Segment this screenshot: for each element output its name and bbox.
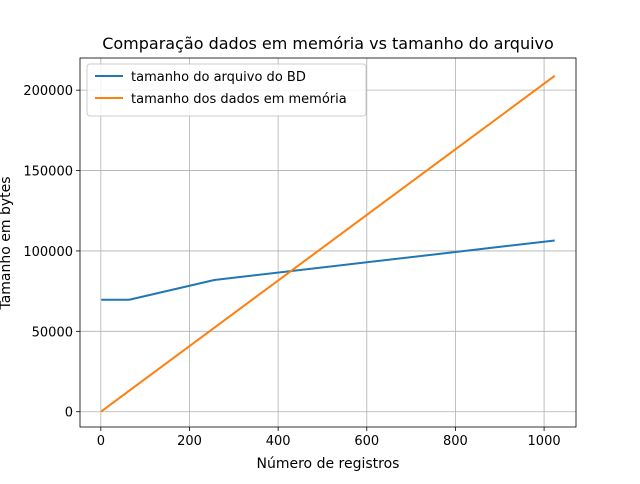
chart-title: Comparação dados em memória vs tamanho d… <box>102 34 554 53</box>
x-axis-label: Número de registros <box>257 456 400 472</box>
x-tick-label: 600 <box>354 434 379 449</box>
y-tick-label: 100000 <box>23 245 73 260</box>
legend-label: tamanho dos dados em memória <box>131 92 347 107</box>
y-axis-label: Tamanho em bytes <box>0 176 14 310</box>
y-tick-label: 50000 <box>32 325 73 340</box>
ticks: 0 200 400 600 800 1000 0 50000 100000 150000 20000… <box>23 84 560 449</box>
legend-box <box>86 63 367 117</box>
x-tick-label: 0 <box>97 434 105 449</box>
axes <box>79 57 577 428</box>
series-layer <box>100 75 556 413</box>
x-tick-label: 400 <box>266 434 291 449</box>
series-line-2 <box>100 75 556 413</box>
legend-label: tamanho do arquivo do BD <box>131 70 306 85</box>
y-tick-label: 200000 <box>23 84 73 99</box>
legend: tamanho do arquivo do BD tamanho dos dado… <box>86 63 367 117</box>
x-tick-label: 200 <box>177 434 202 449</box>
y-tick-label: 150000 <box>23 165 73 180</box>
y-tick-label: 0 <box>65 406 73 421</box>
x-tick-label: 800 <box>443 434 468 449</box>
series-line-1 <box>101 239 555 301</box>
x-tick-label: 1000 <box>528 434 561 449</box>
plot-frame <box>79 57 577 428</box>
